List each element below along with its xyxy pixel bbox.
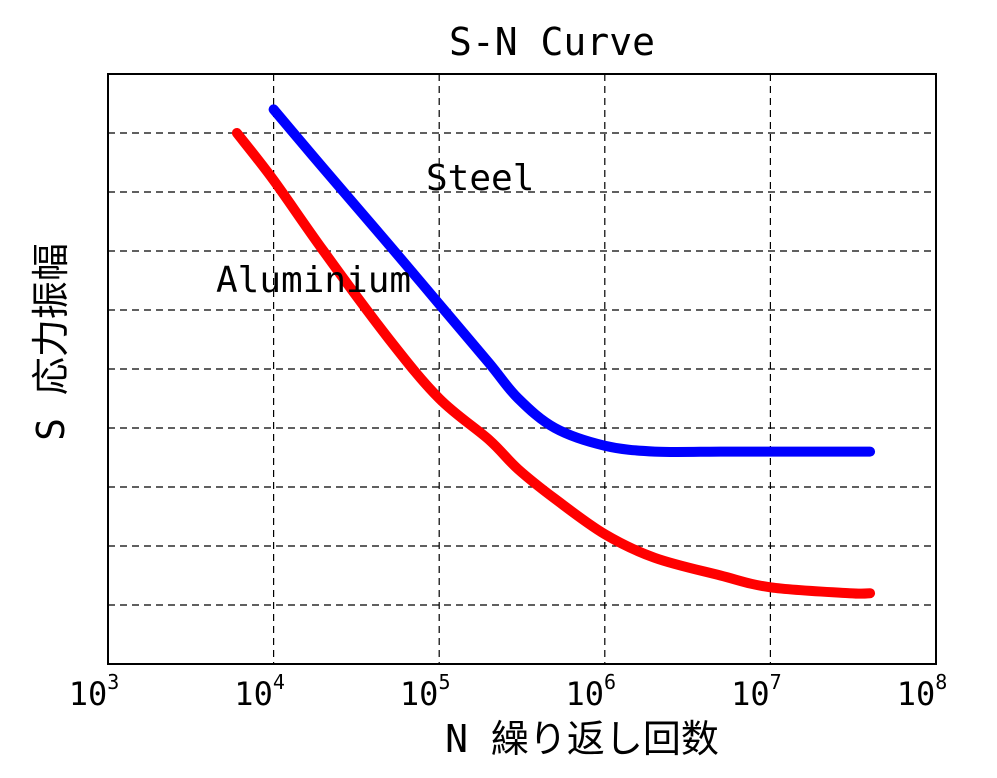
series-label-steel: Steel xyxy=(426,158,534,199)
y-axis-label: S 応力振幅 xyxy=(29,243,73,441)
chart-title: S-N Curve xyxy=(449,20,655,64)
series-layer xyxy=(231,104,876,599)
x-axis-label: N 繰り返し回数 xyxy=(445,717,719,761)
x-tick-label: 104 xyxy=(234,670,285,713)
series-label-aluminium: Aluminium xyxy=(216,260,411,301)
series-line-aluminium xyxy=(231,128,876,599)
x-tick-labels: 103 104 105 106 107 108 xyxy=(69,670,948,713)
x-tick-label: 105 xyxy=(400,670,451,713)
x-tick-label: 107 xyxy=(731,670,782,713)
x-tick-label: 108 xyxy=(897,670,948,713)
x-tick-label: 103 xyxy=(69,670,120,713)
x-tick-label: 106 xyxy=(566,670,617,713)
grid xyxy=(108,74,936,664)
plot-frame xyxy=(107,73,937,665)
series-line-steel xyxy=(268,104,876,458)
